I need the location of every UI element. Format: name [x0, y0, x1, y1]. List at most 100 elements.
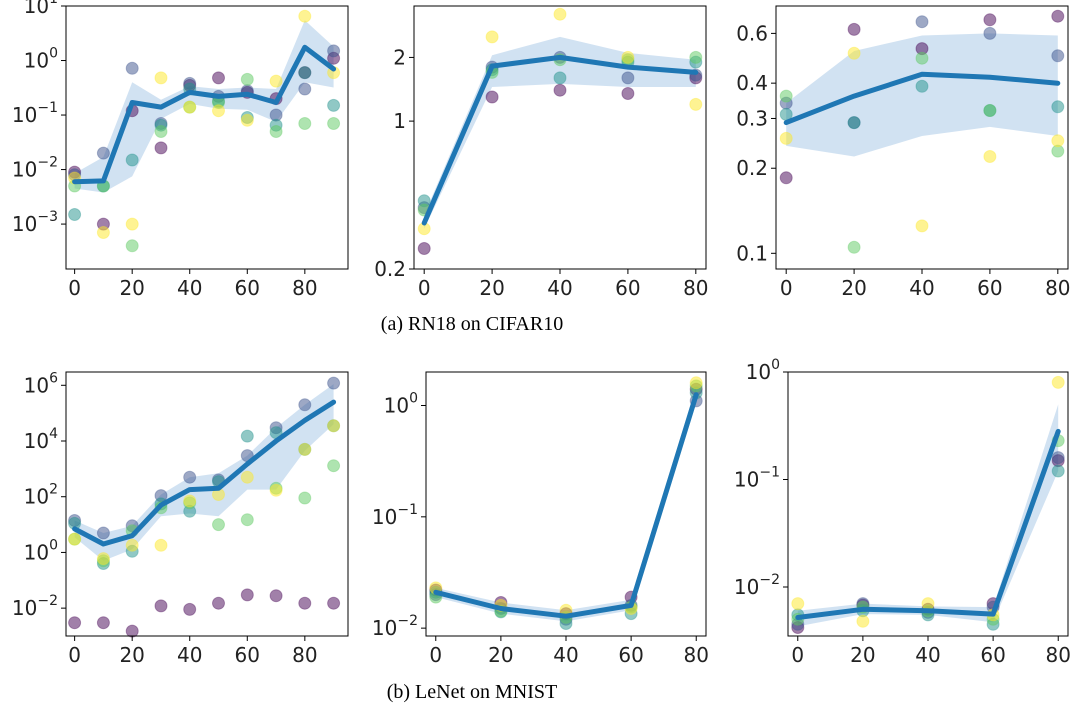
x-tick-label: 20 [841, 276, 866, 300]
y-tick-label: 0.2 [374, 257, 406, 281]
seed-point [327, 44, 341, 58]
seed-point [298, 117, 312, 130]
y-tick-label: 10−1 [734, 464, 780, 491]
seed-point [1051, 451, 1065, 465]
seed-point [1051, 100, 1065, 114]
seed-point [689, 97, 703, 111]
mean-line-6 [795, 428, 1061, 620]
seed-point [298, 442, 312, 456]
seed-point [327, 98, 341, 112]
seed-point [125, 153, 139, 167]
mean-line-1 [72, 44, 337, 185]
seed-point [621, 87, 635, 100]
x-tick-label: 0 [791, 643, 804, 667]
x-tick-label: 40 [547, 276, 572, 300]
seed-point [240, 470, 254, 484]
seed-point [689, 50, 703, 64]
panel-3: 0 20 40 60 80 0.6 0.4 0.3 0.2 0.1 [736, 5, 1071, 300]
x-tick-label: 40 [177, 643, 202, 667]
seed-point [553, 7, 567, 21]
seed-point [779, 131, 793, 145]
y-tick-label: 100 [24, 46, 58, 73]
x-tick-label: 0 [429, 643, 442, 667]
y-tick-label: 0.2 [736, 156, 768, 180]
seed-point [621, 50, 635, 64]
y-tick-label: 10−3 [12, 209, 58, 236]
seed-point [212, 104, 225, 118]
x-tick-label: 60 [235, 276, 260, 300]
seed-point [298, 9, 312, 23]
panel-6: 0 20 40 60 80 100 10−1 10−2 [734, 357, 1071, 667]
x-tick-label: 60 [980, 643, 1005, 667]
seed-point [983, 104, 997, 117]
y-tick-label: 100 [384, 391, 418, 418]
y-tick-label: 10−1 [372, 502, 418, 529]
seed-point [417, 242, 431, 255]
seed-point [847, 22, 861, 36]
y-tick-label: 0.1 [736, 241, 768, 265]
seed-point [125, 538, 139, 552]
y-tick-label: 10−1 [12, 100, 58, 127]
x-tick-label: 40 [909, 276, 934, 300]
seed-point [847, 116, 861, 130]
panel-2: 0 20 40 60 80 2 1 0.2 [374, 5, 709, 300]
x-tick-label: 20 [479, 276, 504, 300]
panel-5: 0 20 40 60 80 100 10−1 10−2 [372, 371, 709, 667]
x-tick-label: 20 [119, 643, 144, 667]
seed-point [779, 171, 793, 185]
axes-frame [65, 5, 349, 270]
mean-line-2 [421, 54, 699, 226]
x-tick-label: 20 [119, 276, 144, 300]
seed-point [298, 82, 312, 96]
seed-point [1051, 464, 1065, 478]
seed-point [327, 376, 341, 390]
seed-point [183, 100, 197, 114]
seed-point [1051, 49, 1065, 63]
x-tick-label: 80 [683, 276, 708, 300]
seed-point [921, 597, 935, 611]
seed-point [68, 616, 82, 630]
seed-point [1051, 9, 1065, 23]
seed-point [779, 89, 793, 103]
axes-frame [787, 371, 1069, 637]
panel-1: 0 20 40 60 80 101 100 10−1 10−2 10−3 [12, 0, 349, 300]
seed-point [983, 26, 997, 40]
seed-point [154, 141, 168, 155]
x-tick-label: 0 [68, 276, 81, 300]
band-2 [424, 36, 696, 229]
x-tick-label: 60 [615, 276, 640, 300]
seed-point [327, 419, 341, 433]
seed-point [1051, 134, 1065, 148]
band-5 [435, 385, 697, 622]
seed-point [791, 597, 805, 611]
seed-point [847, 240, 861, 254]
seed-point [269, 483, 283, 497]
y-tick-label: 100 [24, 537, 58, 564]
y-tick-label: 0.6 [736, 21, 768, 45]
x-tick-label: 0 [68, 643, 81, 667]
seed-point [298, 66, 312, 80]
seed-point [154, 538, 168, 552]
axes-frame [65, 371, 349, 637]
x-tick-label: 80 [684, 643, 709, 667]
seed-point [96, 616, 110, 630]
seed-point [240, 513, 254, 527]
y-tick-label: 10−2 [12, 593, 58, 620]
seed-point [856, 614, 870, 628]
y-tick-label: 10−2 [372, 613, 418, 640]
seed-point [269, 589, 283, 603]
seed-point [96, 552, 110, 566]
y-tick-label: 1 [393, 109, 406, 133]
seed-point [983, 150, 997, 163]
seed-point [96, 226, 110, 239]
y-tick-label: 10−2 [734, 572, 780, 599]
seed-point [327, 596, 341, 610]
seed-point [553, 71, 567, 85]
y-tick-label: 0.3 [736, 106, 768, 130]
x-tick-label: 0 [418, 276, 431, 300]
mean-line-5 [433, 392, 699, 619]
seed-point [154, 599, 168, 613]
seed-point [327, 117, 341, 130]
x-tick-label: 80 [1046, 643, 1071, 667]
